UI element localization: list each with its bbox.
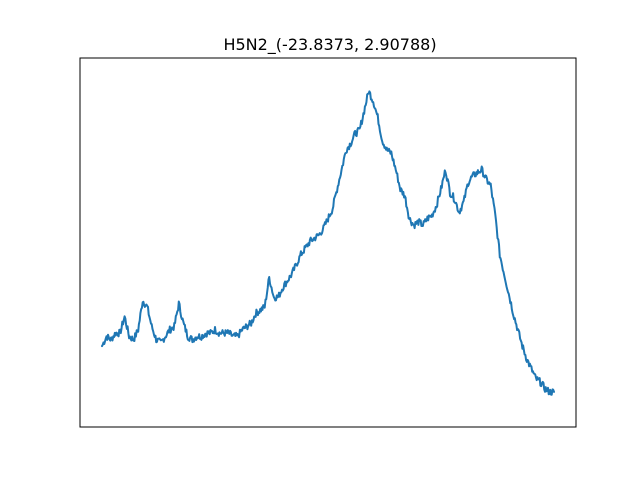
chart-title: H5N2_(-23.8373, 2.90788) bbox=[223, 35, 436, 55]
plot-area bbox=[79, 57, 577, 428]
series-line bbox=[101, 90, 555, 396]
